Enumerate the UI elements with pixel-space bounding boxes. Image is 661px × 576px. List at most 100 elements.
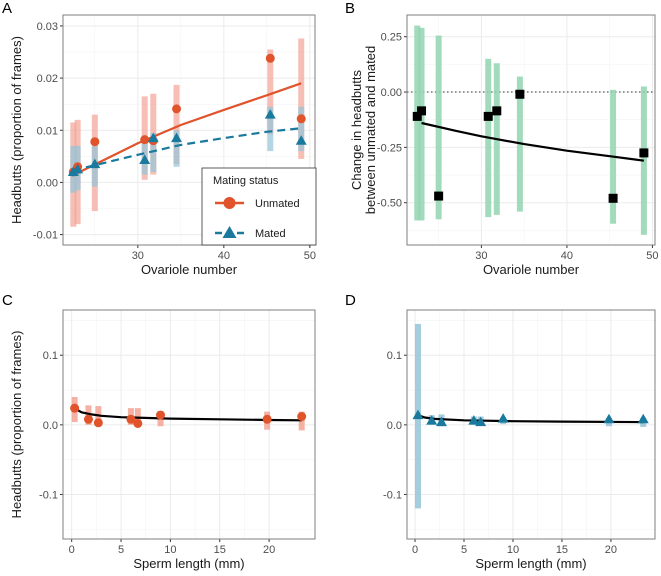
x-axis-label: Sperm length (mm) (475, 556, 586, 571)
x-axis-label: Sperm length (mm) (133, 556, 244, 571)
y-tick-label: 0.03 (37, 21, 58, 33)
data-point-circle (265, 53, 275, 63)
confidence-interval-bar (298, 38, 305, 159)
data-point-square (492, 106, 502, 116)
plot-border (406, 309, 656, 540)
y-tick-label: 0.25 (381, 32, 402, 44)
data-point-triangle (603, 413, 615, 424)
data-point-triangle (497, 413, 509, 423)
y-tick-label: -0.01 (33, 230, 58, 242)
panel-label: A (2, 0, 12, 17)
y-tick-label: 0.1 (387, 350, 402, 362)
confidence-interval-bar (414, 25, 421, 221)
y-tick-label: 0.02 (37, 73, 58, 85)
data-point-triangle (435, 416, 447, 427)
data-point-circle (297, 411, 307, 421)
confidence-interval-bar (134, 408, 141, 425)
confidence-interval-bar (173, 84, 180, 165)
panel-b: B 30 40 50 -0.50 -0.25 0.00 0.25 Ovariole number… (345, 0, 659, 277)
data-point-triangle (468, 415, 480, 425)
legend-unmated-circle (223, 197, 236, 209)
legend-mated-triangle (222, 226, 237, 238)
y-tick-label: -0.1 (383, 489, 402, 501)
data-point-triangle (295, 135, 307, 145)
x-axis-label: Ovariole number (141, 262, 238, 277)
data-point-triangle (426, 415, 438, 425)
data-point-triangle (147, 132, 159, 143)
plot-border (62, 14, 316, 246)
data-point-circle (93, 418, 103, 428)
x-tick-label: 5 (118, 544, 124, 556)
panel-label: C (2, 292, 13, 309)
x-tick-label: 10 (507, 544, 519, 556)
x-tick-label: 15 (214, 544, 226, 556)
data-point-square (412, 111, 422, 121)
x-tick-label: 10 (164, 544, 176, 556)
x-tick-label: 0 (412, 544, 418, 556)
x-tick-label: 15 (556, 544, 568, 556)
data-point-square (417, 106, 427, 116)
y-tick-label: -0.50 (377, 198, 402, 210)
data-point-square (434, 191, 444, 201)
x-tick-label: 50 (646, 250, 658, 262)
y-tick-label: 0.00 (381, 87, 402, 99)
confidence-interval-bar (267, 49, 274, 135)
fit-line (421, 121, 645, 162)
data-point-circle (262, 414, 272, 424)
x-tick-label: 5 (461, 544, 467, 556)
x-tick-label: 20 (605, 544, 617, 556)
legend-label-unmated: Unmated (255, 198, 300, 210)
x-tick-label: 30 (132, 250, 144, 262)
x-tick-label: 0 (69, 544, 75, 556)
confidence-interval-bar (173, 130, 180, 167)
fit-line-unmated (77, 82, 302, 174)
y-axis-label-line2: between unmated and mated (363, 46, 378, 214)
y-tick-label: 0.0 (43, 420, 58, 432)
x-tick-label: 40 (561, 250, 573, 262)
data-point-circle (140, 135, 150, 145)
confidence-interval-bar (298, 106, 305, 152)
data-point-square (608, 193, 618, 203)
data-point-square (515, 89, 525, 99)
fit-line (76, 408, 302, 422)
y-tick-label: 0.00 (37, 177, 58, 189)
x-tick-label: 50 (304, 250, 316, 262)
data-point-circle (133, 418, 143, 428)
data-point-circle (83, 414, 93, 424)
y-axis-label: Change in headbutts (349, 70, 364, 190)
panel-c: C 0 5 10 15 20 -0.1 0.0 0.1 Sperm length (mm) Head… (2, 292, 316, 571)
confidence-interval-bar (150, 132, 157, 172)
data-point-triangle (67, 166, 79, 176)
data-point-circle (172, 104, 182, 114)
confidence-interval-bar (267, 106, 274, 152)
fit-line (419, 414, 644, 424)
fit-line-mated (73, 127, 302, 172)
data-point-square (639, 148, 649, 158)
data-point-triangle (72, 163, 84, 174)
data-point-triangle (139, 154, 151, 164)
y-tick-label: 0.1 (43, 350, 58, 362)
data-point-triangle (475, 416, 487, 427)
y-axis-label: Headbutts (proportion of frames) (9, 36, 24, 224)
legend-label-mated: Mated (255, 228, 286, 240)
panel-label: B (345, 0, 355, 17)
data-point-triangle (637, 413, 649, 424)
y-axis-label: Headbutts (proportion of frames) (9, 331, 24, 519)
y-tick-label: -0.25 (377, 142, 402, 154)
data-point-square (483, 111, 493, 121)
data-point-triangle (89, 158, 101, 169)
y-tick-label: 0.0 (387, 420, 402, 432)
panel-a: A 30 40 50 -0.01 0.00 0.01 0.02 0.03 Ovariole num… (2, 0, 317, 277)
data-point-triangle (171, 132, 183, 143)
data-point-circle (296, 114, 306, 124)
data-point-circle (70, 403, 80, 413)
data-point-triangle (264, 109, 276, 119)
data-point-triangle (412, 409, 424, 420)
plot-border (62, 309, 316, 540)
panel-label: D (345, 292, 356, 309)
data-point-circle (156, 410, 166, 420)
data-point-circle (90, 137, 100, 147)
plot-border (406, 14, 656, 246)
legend-title: Mating status (213, 175, 279, 187)
